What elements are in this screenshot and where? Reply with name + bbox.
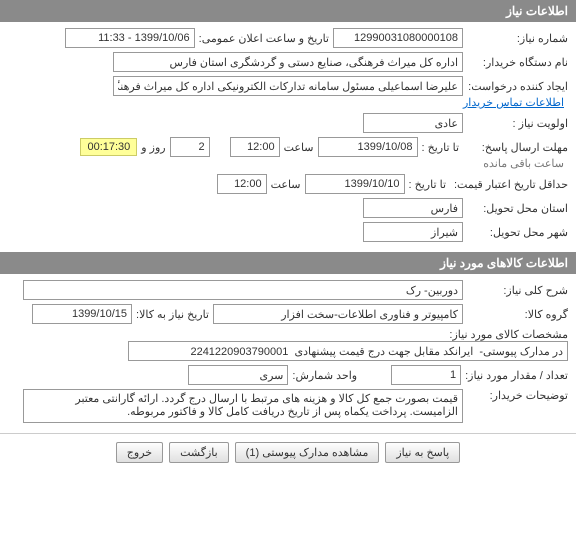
deadline-label: مهلت ارسال پاسخ: [463,141,568,154]
min-validity-label: حداقل تاریخ اعتبار قیمت: [450,178,568,191]
min-validity-time-label: ساعت [267,178,305,191]
buyer-org-input[interactable] [113,52,463,72]
general-desc-input[interactable] [23,280,463,300]
request-number-label: شماره نیاز: [463,32,568,45]
need-until-label: تاریخ نیاز به کالا: [132,308,213,321]
countdown-timer: 00:17:30 [80,138,137,156]
creator-label: ایجاد کننده درخواست: [463,80,568,93]
respond-button[interactable]: پاسخ به نیاز [385,442,460,463]
goods-spec-input[interactable] [128,341,568,361]
creator-input[interactable] [113,76,463,96]
view-attachments-button[interactable]: مشاهده مدارک پیوستی (1) [235,442,380,463]
buyer-contact-link[interactable]: اطلاعات تماس خریدار [463,96,564,109]
city-label: شهر محل تحویل: [463,226,568,239]
public-datetime-input[interactable] [65,28,195,48]
priority-label: اولویت نیاز : [463,117,568,130]
province-label: استان محل تحویل: [463,202,568,215]
goods-group-label: گروه کالا: [463,308,568,321]
buyer-org-label: نام دستگاه خریدار: [463,56,568,69]
qty-input[interactable] [391,365,461,385]
qty-label: تعداد / مقدار مورد نیاز: [461,369,568,382]
need-until-input[interactable] [32,304,132,324]
days-suffix: روز و [137,141,169,154]
goods-spec-label: مشخصات کالای مورد نیاز: [445,328,568,341]
form-container: { "section1": { "title": "اطلاعات نیاز",… [0,0,576,471]
remaining-label: ساعت باقی مانده [483,157,564,170]
goods-group-input[interactable] [213,304,463,324]
min-validity-date-input[interactable] [305,174,405,194]
min-validity-time-input[interactable] [217,174,267,194]
deadline-date-input[interactable] [318,137,418,157]
section1-header: اطلاعات نیاز [0,0,576,22]
unit-label: واحد شمارش: [288,369,361,382]
deadline-time-label: ساعت [280,141,318,154]
priority-input[interactable] [363,113,463,133]
city-input[interactable] [363,222,463,242]
deadline-to-label: تا تاریخ : [418,141,463,154]
section1-body: شماره نیاز: تاریخ و ساعت اعلان عمومی: نا… [0,22,576,252]
days-remaining-input[interactable] [170,137,210,157]
deadline-time-input[interactable] [230,137,280,157]
general-desc-label: شرح کلی نیاز: [463,284,568,297]
request-number-input[interactable] [333,28,463,48]
section2-body: شرح کلی نیاز: گروه کالا: تاریخ نیاز به ک… [0,274,576,433]
button-bar: پاسخ به نیاز مشاهده مدارک پیوستی (1) باز… [0,433,576,471]
back-button[interactable]: بازگشت [169,442,229,463]
exit-button[interactable]: خروج [116,442,163,463]
buyer-notes-label: توضیحات خریدار: [463,389,568,402]
province-input[interactable] [363,198,463,218]
min-validity-to-label: تا تاریخ : [405,178,450,191]
section2-header: اطلاعات کالاهای مورد نیاز [0,252,576,274]
public-datetime-label: تاریخ و ساعت اعلان عمومی: [195,32,333,45]
unit-input[interactable] [188,365,288,385]
buyer-notes-input[interactable] [23,389,463,423]
